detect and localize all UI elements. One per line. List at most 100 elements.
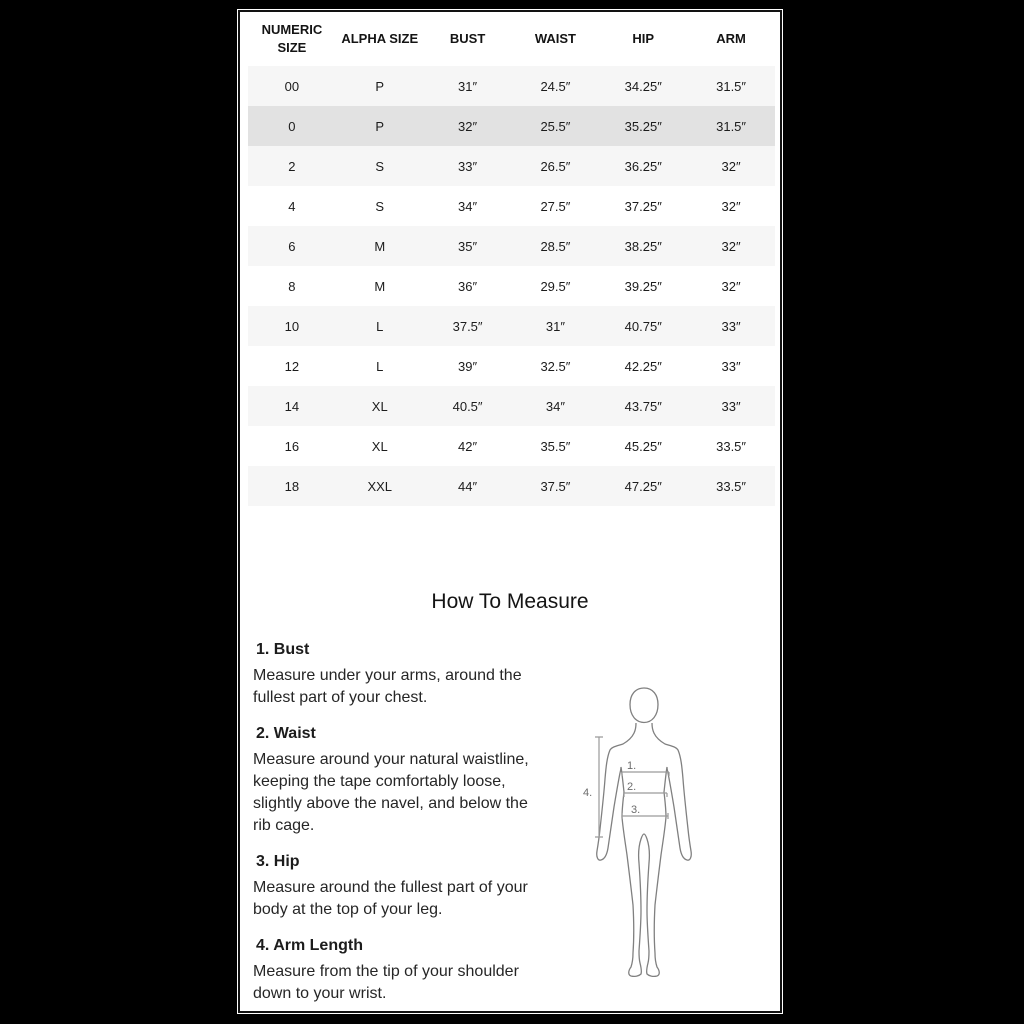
cell-hip: 47.25″ [624,478,662,494]
measure-section-text: Measure from the tip of your shoulder do… [253,963,519,1002]
cell-bust: 32″ [458,118,478,134]
cell-numeric-size: 6 [288,238,296,254]
cell-waist: 27.5″ [540,198,571,214]
size-chart-table: NUMERIC SIZE ALPHA SIZE BUST WAIST HIP A… [248,12,775,506]
cell-alpha-size: M [374,278,386,294]
measure-section-title: 3. Hip [256,853,300,870]
cell-hip: 39.25″ [624,278,662,294]
cell-numeric-size: 8 [288,278,296,294]
table-body: 00 P 31″ 24.5″ 34.25″ 31.5″ 0 P 32″ 25.5… [248,66,775,506]
cell-waist: 24.5″ [540,78,571,94]
table-header-row: NUMERIC SIZE ALPHA SIZE BUST WAIST HIP A… [248,12,775,66]
cell-bust: 37.5″ [452,318,483,334]
hip-measure-line [621,813,669,819]
cell-numeric-size: 18 [284,478,300,494]
column-header-arm: ARM [687,12,775,66]
measure-section-text: Measure around your natural waistline, k… [253,751,529,834]
table-row[interactable]: 12 L 39″ 32.5″ 42.25″ 33″ [248,346,775,386]
cell-hip: 40.75″ [624,318,662,334]
body-figure-icon: 1. 2. 3. 4. [583,687,692,978]
cell-arm: 31.5″ [716,78,747,94]
cell-numeric-size: 10 [284,318,300,334]
cell-waist: 28.5″ [540,238,571,254]
cell-hip: 36.25″ [624,158,662,174]
cell-waist: 32.5″ [540,358,571,374]
cell-arm: 32″ [721,238,741,254]
table-row[interactable]: 18 XXL 44″ 37.5″ 47.25″ 33.5″ [248,466,775,506]
waist-measure-line [623,792,668,797]
cell-bust: 40.5″ [452,398,483,414]
cell-arm: 33″ [721,358,741,374]
cell-waist: 26.5″ [540,158,571,174]
table-row[interactable]: 14 XL 40.5″ 34″ 43.75″ 33″ [248,386,775,426]
figure-head [629,687,659,724]
table-row[interactable]: 4 S 34″ 27.5″ 37.25″ 32″ [248,186,775,226]
measure-section-waist: 2. Waist Measure around your natural wai… [253,724,573,837]
cell-alpha-size: P [375,118,385,134]
measure-section-text: Measure around the fullest part of your … [253,879,528,918]
measure-section-bust: 1. Bust Measure under your arms, around … [253,640,573,709]
cell-waist: 34″ [545,398,565,414]
cell-arm: 33.5″ [716,438,747,454]
arm-measure-line [595,736,603,838]
bust-label: 1. [627,760,636,772]
measure-section-hip: 3. Hip Measure around the fullest part o… [253,852,573,921]
table-row[interactable]: 16 XL 42″ 35.5″ 45.25″ 33.5″ [248,426,775,466]
column-header-waist: WAIST [511,12,600,66]
cell-alpha-size: M [374,238,386,254]
column-header-numeric-size: NUMERIC SIZE [248,12,336,66]
measure-section-title: 1. Bust [256,641,310,658]
measure-section-title: 2. Waist [256,725,316,742]
cell-numeric-size: 00 [284,78,300,94]
table-row[interactable]: 6 M 35″ 28.5″ 38.25″ 32″ [248,226,775,266]
cell-bust: 44″ [458,478,478,494]
cell-bust: 42″ [458,438,478,454]
cell-waist: 25.5″ [540,118,571,134]
cell-alpha-size: XL [371,438,388,454]
cell-waist: 35.5″ [540,438,571,454]
arm-label: 4. [583,787,592,799]
cell-hip: 34.25″ [624,78,662,94]
column-header-alpha-size: ALPHA SIZE [335,12,424,66]
table-row[interactable]: 0 P 32″ 25.5″ 35.25″ 31.5″ [248,106,775,146]
cell-arm: 32″ [721,278,741,294]
table-row[interactable]: 00 P 31″ 24.5″ 34.25″ 31.5″ [248,66,775,106]
measure-section-text: Measure under your arms, around the full… [253,667,522,706]
hip-label: 3. [631,804,640,816]
cell-hip: 38.25″ [624,238,662,254]
cell-waist: 31″ [545,318,565,334]
column-header-hip: HIP [599,12,688,66]
figure-body-outline [596,722,692,978]
cell-waist: 29.5″ [540,278,571,294]
cell-alpha-size: P [375,78,385,94]
cell-bust: 34″ [458,198,478,214]
measure-section-title: 4. Arm Length [256,937,363,954]
bust-measure-line [621,771,670,776]
cell-bust: 31″ [458,78,478,94]
table-row[interactable]: 10 L 37.5″ 31″ 40.75″ 33″ [248,306,775,346]
cell-hip: 35.25″ [624,118,662,134]
size-chart-panel: NUMERIC SIZE ALPHA SIZE BUST WAIST HIP A… [237,9,783,1014]
cell-arm: 33″ [721,398,741,414]
cell-bust: 36″ [458,278,478,294]
cell-hip: 43.75″ [624,398,662,414]
measure-instructions: 1. Bust Measure under your arms, around … [253,614,573,1005]
cell-alpha-size: S [375,198,385,214]
cell-bust: 39″ [458,358,478,374]
cell-bust: 35″ [458,238,478,254]
column-header-bust: BUST [423,12,512,66]
cell-arm: 32″ [721,198,741,214]
cell-numeric-size: 12 [284,358,300,374]
cell-arm: 31.5″ [716,118,747,134]
cell-waist: 37.5″ [540,478,571,494]
cell-numeric-size: 2 [288,158,296,174]
cell-alpha-size: XXL [367,478,393,494]
cell-numeric-size: 0 [288,118,296,134]
table-row[interactable]: 2 S 33″ 26.5″ 36.25″ 32″ [248,146,775,186]
cell-alpha-size: L [376,358,384,374]
how-to-measure-title: How To Measure [431,590,589,613]
table-row[interactable]: 8 M 36″ 29.5″ 39.25″ 32″ [248,266,775,306]
cell-bust: 33″ [458,158,478,174]
cell-numeric-size: 14 [284,398,300,414]
cell-hip: 42.25″ [624,358,662,374]
